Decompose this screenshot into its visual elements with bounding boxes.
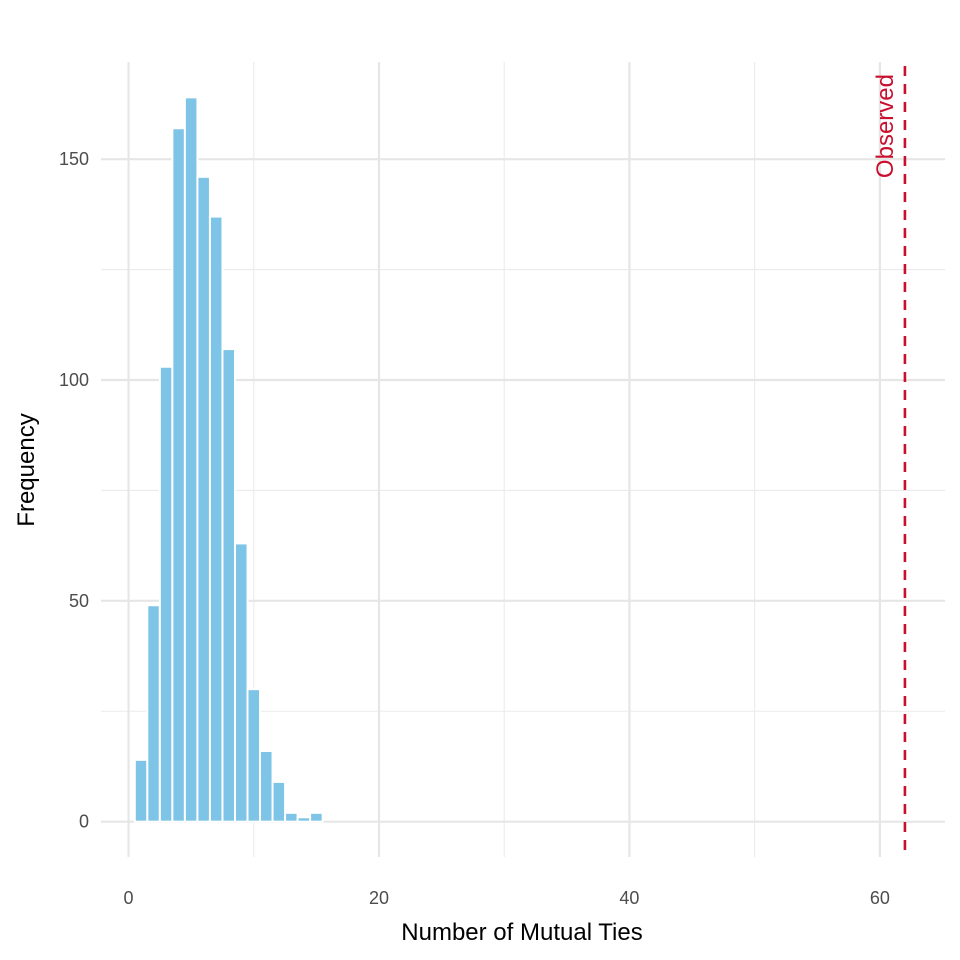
y-tick-label: 50 (69, 591, 89, 611)
x-tick-label: 60 (870, 888, 890, 908)
histogram-bar (171, 127, 186, 823)
histogram-bars (133, 96, 324, 823)
histogram-bar (284, 811, 299, 823)
histogram-bar (196, 175, 211, 823)
histogram-bar (133, 758, 149, 823)
histogram-bar (309, 811, 324, 823)
x-tick-label: 0 (124, 888, 134, 908)
histogram-bar (183, 96, 199, 823)
histogram-bar (271, 780, 287, 823)
histogram-bar (296, 816, 312, 823)
observed-label: Observed (872, 74, 899, 178)
x-tick-label: 40 (619, 888, 639, 908)
histogram-bar (246, 688, 262, 823)
histogram-bar (146, 604, 161, 823)
histogram-bar (233, 542, 249, 823)
x-axis-title: Number of Mutual Ties (401, 919, 642, 946)
histogram-bar (158, 365, 174, 823)
x-tick-label: 20 (369, 888, 389, 908)
y-axis-tick-labels: 0 50 100 150 (59, 149, 89, 832)
histogram-bar (208, 215, 224, 823)
y-tick-label: 150 (59, 149, 89, 169)
histogram-bar (221, 348, 236, 823)
observed-marker: Observed (872, 66, 907, 857)
y-axis-title: Frequency (13, 413, 40, 526)
x-axis-tick-labels: 0 20 40 60 (124, 888, 890, 908)
y-tick-label: 0 (79, 812, 89, 832)
y-tick-label: 100 (59, 370, 89, 390)
histogram-bar (259, 750, 274, 823)
